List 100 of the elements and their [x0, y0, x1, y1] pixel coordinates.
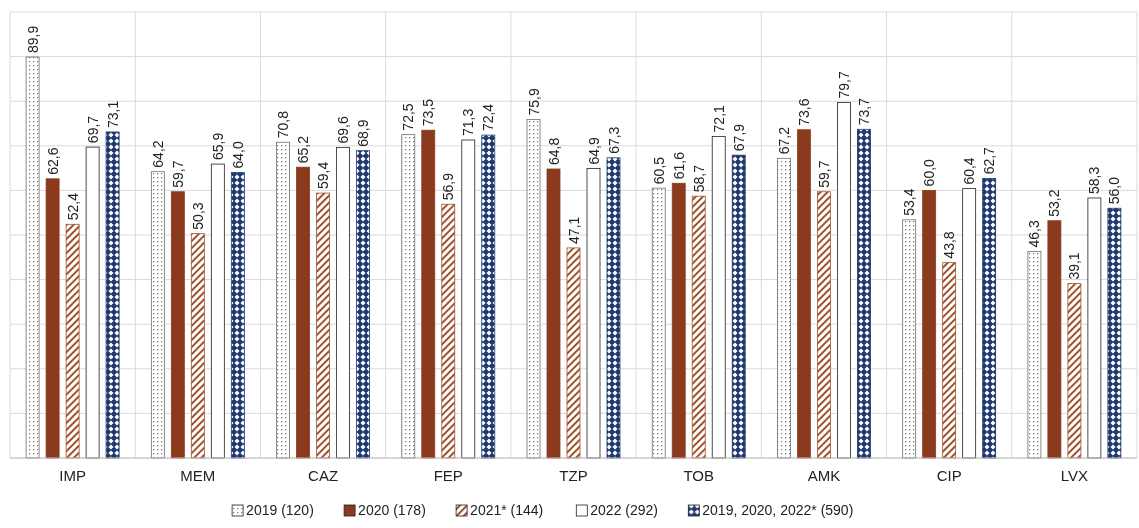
legend-label: 2022 (292)	[590, 502, 659, 518]
data-label: 53,4	[901, 188, 918, 216]
data-label: 67,2	[775, 126, 792, 155]
bar	[316, 192, 330, 459]
bar	[481, 134, 496, 459]
data-label: 62,7	[981, 146, 998, 175]
data-label: 46,3	[1026, 220, 1043, 248]
data-label: 43,8	[941, 231, 958, 259]
data-label: 59,7	[169, 160, 186, 188]
bar	[1087, 197, 1102, 459]
data-label: 47,1	[565, 216, 582, 244]
data-label: 50,3	[189, 202, 206, 230]
data-label: 58,7	[690, 164, 707, 193]
data-label: 73,1	[104, 100, 121, 128]
data-label: 71,3	[460, 108, 477, 136]
data-label: 72,1	[710, 104, 727, 133]
bar	[922, 190, 937, 459]
data-label: 72,5	[400, 103, 417, 131]
data-label: 52,4	[64, 192, 81, 221]
bar	[210, 163, 225, 459]
bar	[1107, 207, 1122, 459]
bar	[691, 195, 706, 459]
bar	[837, 102, 851, 459]
data-label: 58,3	[1086, 166, 1103, 194]
x-tick-label: TOB	[683, 466, 715, 484]
bar	[85, 146, 100, 459]
bar	[401, 134, 416, 459]
bar	[1067, 283, 1082, 459]
bar	[441, 203, 456, 459]
data-label: 65,9	[209, 132, 226, 161]
data-label: 89,9	[24, 25, 41, 54]
data-label: 60,4	[961, 157, 978, 185]
bar	[942, 262, 957, 459]
data-label: 39,1	[1066, 252, 1083, 280]
data-label: 61,6	[670, 151, 687, 180]
bar	[336, 147, 350, 459]
data-label: 67,9	[730, 123, 747, 152]
bar	[1047, 220, 1062, 459]
data-label: 59,7	[815, 160, 832, 188]
bar	[817, 191, 831, 459]
bar	[797, 129, 811, 459]
x-tick-label: LVX	[1060, 466, 1089, 484]
data-label: 62,6	[44, 147, 61, 175]
bar	[461, 139, 476, 459]
legend-label: 2019 (120)	[246, 502, 314, 518]
bar	[25, 56, 40, 459]
x-tick-label: CAZ	[308, 466, 339, 484]
data-label: 73,6	[795, 98, 812, 126]
legend-label: 2019, 2020, 2022* (590)	[702, 502, 854, 518]
data-label: 64,0	[229, 141, 246, 169]
x-tick-label: IMP	[59, 466, 86, 484]
bar	[731, 154, 746, 459]
bar	[962, 188, 977, 459]
data-label: 56,0	[1106, 176, 1123, 205]
data-label: 56,9	[440, 172, 457, 201]
x-tick-label: TZP	[559, 466, 588, 484]
x-tick-label: MEM	[180, 466, 216, 484]
x-tick-label: FEP	[433, 466, 463, 484]
bar	[586, 168, 601, 459]
data-label: 67,3	[605, 126, 622, 154]
bar	[526, 119, 541, 459]
bar	[671, 182, 686, 459]
data-label: 53,2	[1046, 189, 1063, 217]
bar	[150, 171, 165, 459]
bar	[356, 150, 370, 459]
bar	[606, 157, 621, 459]
bar	[566, 247, 581, 459]
data-label: 68,9	[355, 119, 372, 147]
data-label: 75,9	[525, 88, 542, 116]
bar	[651, 187, 666, 459]
bar	[190, 233, 205, 459]
bar	[902, 219, 917, 459]
x-tick-label: AMK	[807, 466, 841, 484]
data-label: 64,2	[149, 140, 166, 168]
bar	[546, 168, 561, 459]
data-label: 60,0	[921, 158, 938, 187]
data-label: 69,7	[84, 115, 101, 144]
data-label: 65,2	[295, 135, 312, 164]
bar	[777, 157, 791, 459]
bar	[1027, 251, 1042, 459]
bar	[230, 172, 245, 459]
legend-label: 2020 (178)	[358, 502, 426, 518]
data-label: 59,4	[315, 161, 332, 190]
bar	[276, 141, 290, 459]
bar	[982, 177, 997, 459]
data-label: 69,6	[335, 116, 352, 144]
data-label: 73,7	[855, 97, 872, 126]
bar	[65, 223, 80, 459]
bar	[105, 131, 120, 459]
data-label: 70,8	[275, 110, 292, 139]
data-label: 73,5	[420, 98, 437, 127]
data-label: 60,5	[650, 156, 667, 185]
legend-label: 2021* (144)	[470, 502, 544, 518]
bar	[45, 178, 60, 459]
bar	[296, 166, 310, 459]
data-label: 72,4	[480, 103, 497, 132]
bar	[421, 129, 436, 459]
x-tick-label: CIP	[936, 466, 962, 484]
data-label: 64,9	[585, 137, 602, 165]
bar	[857, 128, 871, 459]
